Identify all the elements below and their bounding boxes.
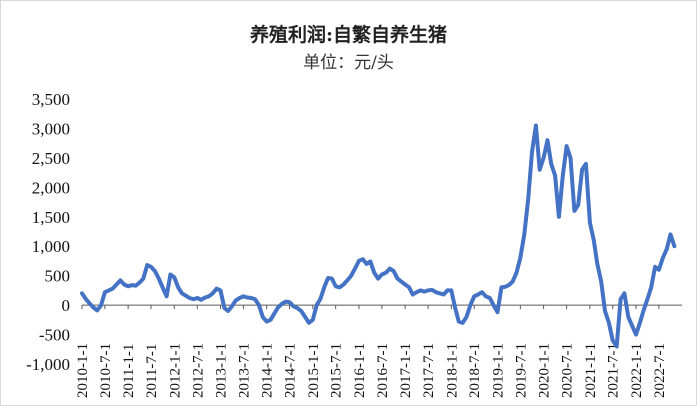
x-tick-label: 2012-1-1 <box>167 343 183 398</box>
x-tick-label: 2010-1-1 <box>75 343 91 398</box>
x-tick-label: 2019-1-1 <box>490 343 506 398</box>
y-axis: -1,000 -500 0 500 1,000 1,500 2,000 2,500 3,000 3… <box>26 90 70 374</box>
y-tick-label: 3,000 <box>32 119 70 138</box>
x-tick-label: 2022-7-1 <box>652 343 668 398</box>
y-tick-label: 3,500 <box>32 90 70 109</box>
series-line <box>80 123 677 349</box>
y-tick-label: 500 <box>45 267 71 286</box>
x-tick-label: 2010-7-1 <box>98 343 114 398</box>
x-axis: 2010-1-1 2010-7-1 2011-1-1 2011-7-1 2012-1-1… <box>75 304 682 398</box>
x-tick-label: 2018-7-1 <box>467 343 483 398</box>
chart-title: 养殖利润:自繁自养生猪 <box>249 24 447 46</box>
chart-subtitle: 单位：元/头 <box>303 53 394 73</box>
x-tick-label: 2013-1-1 <box>214 343 230 398</box>
y-tick-label: 2,500 <box>32 149 70 168</box>
x-tick-label: 2019-7-1 <box>513 343 529 398</box>
x-tick-label: 2018-1-1 <box>444 343 460 398</box>
series-group <box>80 123 677 349</box>
x-tick-label: 2022-1-1 <box>629 343 645 398</box>
x-tick-label: 2021-1-1 <box>583 343 599 398</box>
y-tick-label: 2,000 <box>32 178 70 197</box>
x-tick-label: 2017-7-1 <box>421 343 437 398</box>
x-tick-label: 2011-7-1 <box>144 344 160 398</box>
x-tick-label: 2020-1-1 <box>537 343 553 398</box>
x-tick-label: 2013-7-1 <box>236 343 252 398</box>
y-tick-label: -1,000 <box>26 355 70 374</box>
x-tick-label: 2021-7-1 <box>606 343 622 398</box>
x-tick-label: 2014-1-1 <box>260 343 276 398</box>
y-tick-label: 1,000 <box>32 237 70 256</box>
x-tick-label: 2016-1-1 <box>352 343 368 398</box>
y-tick-label: 1,500 <box>32 208 70 227</box>
x-tick-label: 2015-7-1 <box>329 343 345 398</box>
y-tick-label: -500 <box>39 326 70 345</box>
x-tick-label: 2012-7-1 <box>190 343 206 398</box>
x-tick-label: 2015-1-1 <box>306 343 322 398</box>
x-tick-label: 2016-7-1 <box>375 343 391 398</box>
x-tick-label: 2020-7-1 <box>560 343 576 398</box>
x-tick-label: 2014-7-1 <box>283 343 299 398</box>
y-tick-label: 0 <box>62 296 71 315</box>
x-tick-label: 2017-1-1 <box>398 343 414 398</box>
x-tick-label: 2011-1-1 <box>121 344 137 398</box>
